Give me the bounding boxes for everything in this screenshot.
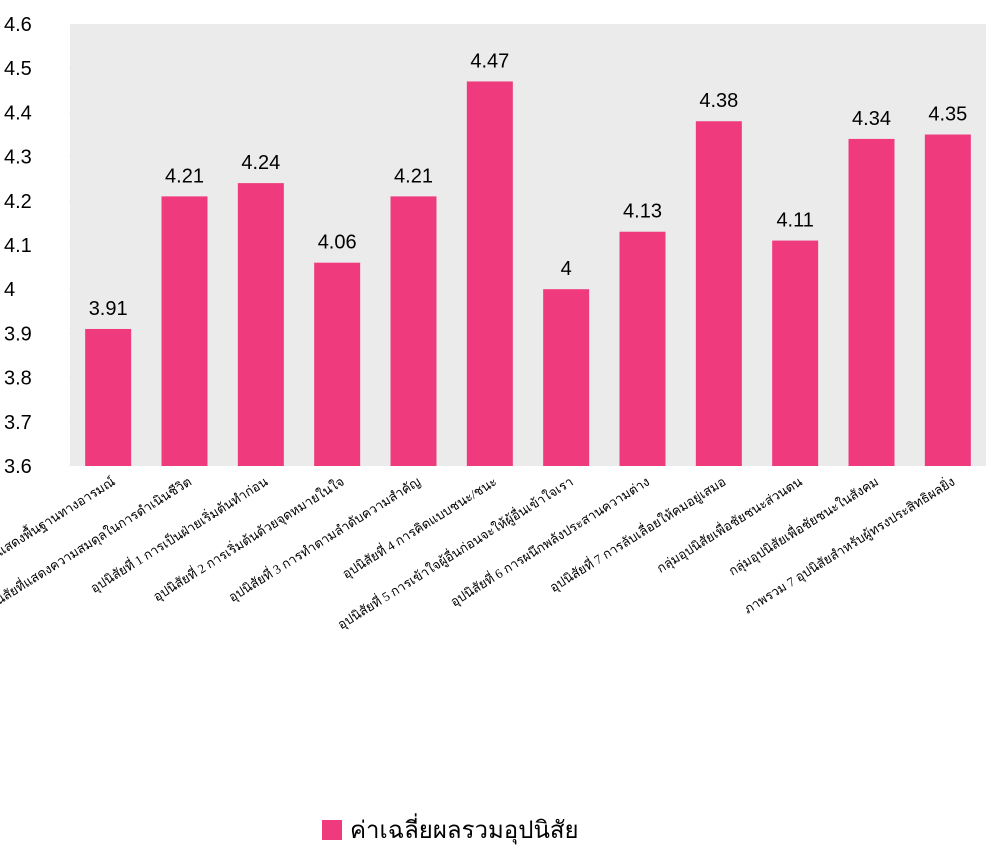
bar — [543, 289, 589, 466]
bar — [314, 263, 360, 466]
bar — [620, 232, 666, 466]
bar — [772, 241, 818, 466]
legend-swatch — [322, 820, 342, 840]
y-tick-label: 4.1 — [4, 235, 32, 257]
y-tick-label: 4.5 — [4, 58, 32, 80]
data-label: 4.35 — [928, 104, 967, 126]
y-tick-label: 3.8 — [4, 368, 32, 390]
y-tick-label: 4.2 — [4, 191, 32, 213]
bar — [238, 183, 284, 466]
y-tick-label: 4.3 — [4, 147, 32, 169]
data-label: 4.11 — [776, 210, 813, 232]
x-tick-label: กลุ่มอุปนิสัยเพื่อชัยชนะส่วนตน — [654, 473, 806, 577]
data-label: 4.21 — [165, 165, 204, 187]
data-label: 4.47 — [470, 50, 509, 72]
data-label: 4.34 — [852, 108, 891, 130]
data-label: 4.38 — [699, 90, 738, 112]
y-tick-label: 4 — [4, 279, 15, 301]
chart: 3.6 3.7 3.8 3.9 4 4.1 4.2 4.3 4.4 4.5 4.6 กลุ่มอุปน… — [0, 0, 986, 852]
bar — [925, 135, 971, 467]
bar — [162, 196, 208, 466]
bar — [849, 139, 895, 466]
data-label: 4 — [561, 258, 572, 280]
data-label: 4.06 — [318, 232, 357, 254]
y-tick-label: 3.6 — [4, 456, 32, 478]
bar — [696, 121, 742, 466]
data-label: 4.24 — [241, 152, 280, 174]
data-label: 4.13 — [623, 201, 662, 223]
page: 3.6 3.7 3.8 3.9 4 4.1 4.2 4.3 4.4 4.5 4.6 กลุ่มอุปน… — [0, 0, 986, 852]
y-tick-label: 3.9 — [4, 323, 32, 345]
bar — [467, 81, 513, 466]
bar — [391, 196, 437, 466]
y-tick-label: 4.6 — [4, 14, 32, 36]
data-label: 4.21 — [394, 165, 433, 187]
y-tick-label: 3.7 — [4, 412, 32, 434]
data-label: 3.91 — [89, 298, 128, 320]
x-tick-label: กลุ่มอุปนิสัยเพื่อชัยชนะในสังคม — [725, 473, 881, 579]
legend-label: ค่าเฉลี่ยผลรวมอุปนิสัย — [350, 813, 579, 845]
bar — [85, 329, 131, 466]
y-tick-label: 4.4 — [4, 102, 32, 124]
